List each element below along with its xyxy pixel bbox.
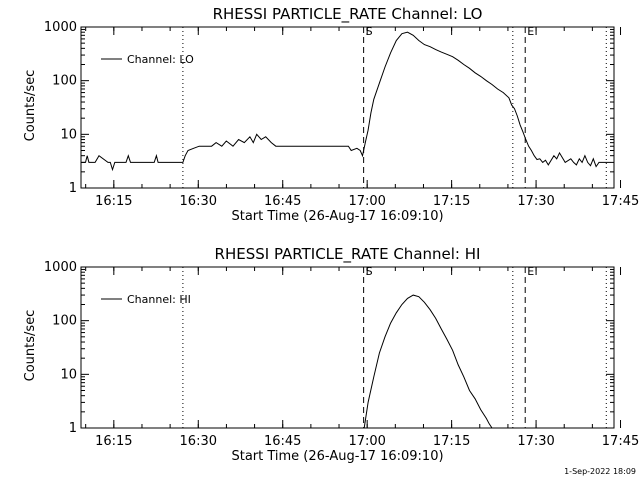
y-axis-label: Counts/sec xyxy=(23,70,38,142)
x-axis-label: Start Time (26-Aug-17 16:09:10) xyxy=(231,449,443,464)
data-series-line xyxy=(81,31,611,172)
y-tick-label: 100 xyxy=(52,74,77,89)
x-tick-label: 16:30 xyxy=(180,194,217,209)
x-tick-label: 17:30 xyxy=(517,434,554,449)
x-tick-label: 17:45 xyxy=(602,434,639,449)
data-series-line xyxy=(363,294,493,429)
x-tick-label: 17:15 xyxy=(433,194,470,209)
marker-label-s: S xyxy=(366,25,373,38)
marker-label-e: E xyxy=(527,25,534,38)
x-tick-label: 16:15 xyxy=(95,434,132,449)
legend-label: Channel: HI xyxy=(127,293,191,306)
x-tick-label: 16:15 xyxy=(95,194,132,209)
x-tick-label: 16:45 xyxy=(264,194,301,209)
x-tick-label: 17:00 xyxy=(348,434,385,449)
panel-hi: RHESSI PARTICLE_RATE Channel: HI 1 10 100 10… xyxy=(23,245,639,464)
panel-lo: RHESSI PARTICLE_RATE Channel: LO 1 10 100 10… xyxy=(23,5,639,224)
timestamp: 1-Sep-2022 18:09 xyxy=(564,467,636,476)
y-tick-label: 10 xyxy=(60,367,77,382)
x-axis-label: Start Time (26-Aug-17 16:09:10) xyxy=(231,209,443,224)
marker-label-e: E xyxy=(527,265,534,278)
y-axis-label: Counts/sec xyxy=(23,310,38,382)
x-tick-label: 17:15 xyxy=(433,434,470,449)
y-tick-label: 1000 xyxy=(44,20,77,35)
y-tick-label: 100 xyxy=(52,314,77,329)
x-tick-label: 16:30 xyxy=(180,434,217,449)
y-tick-label: 10 xyxy=(60,127,77,142)
marker-label-s: S xyxy=(366,265,373,278)
x-tick-label: 17:00 xyxy=(348,194,385,209)
x-tick-label: 17:45 xyxy=(602,194,639,209)
x-tick-label: 16:45 xyxy=(264,434,301,449)
y-tick-label: 1 xyxy=(69,181,77,196)
chart-title: RHESSI PARTICLE_RATE Channel: HI xyxy=(215,245,481,264)
y-tick-label: 1000 xyxy=(44,260,77,275)
plot-frame xyxy=(80,266,615,429)
plot-frame xyxy=(80,26,615,189)
legend-label: Channel: LO xyxy=(127,53,194,66)
chart-title: RHESSI PARTICLE_RATE Channel: LO xyxy=(213,5,483,24)
y-tick-label: 1 xyxy=(69,421,77,436)
x-tick-label: 17:30 xyxy=(517,194,554,209)
